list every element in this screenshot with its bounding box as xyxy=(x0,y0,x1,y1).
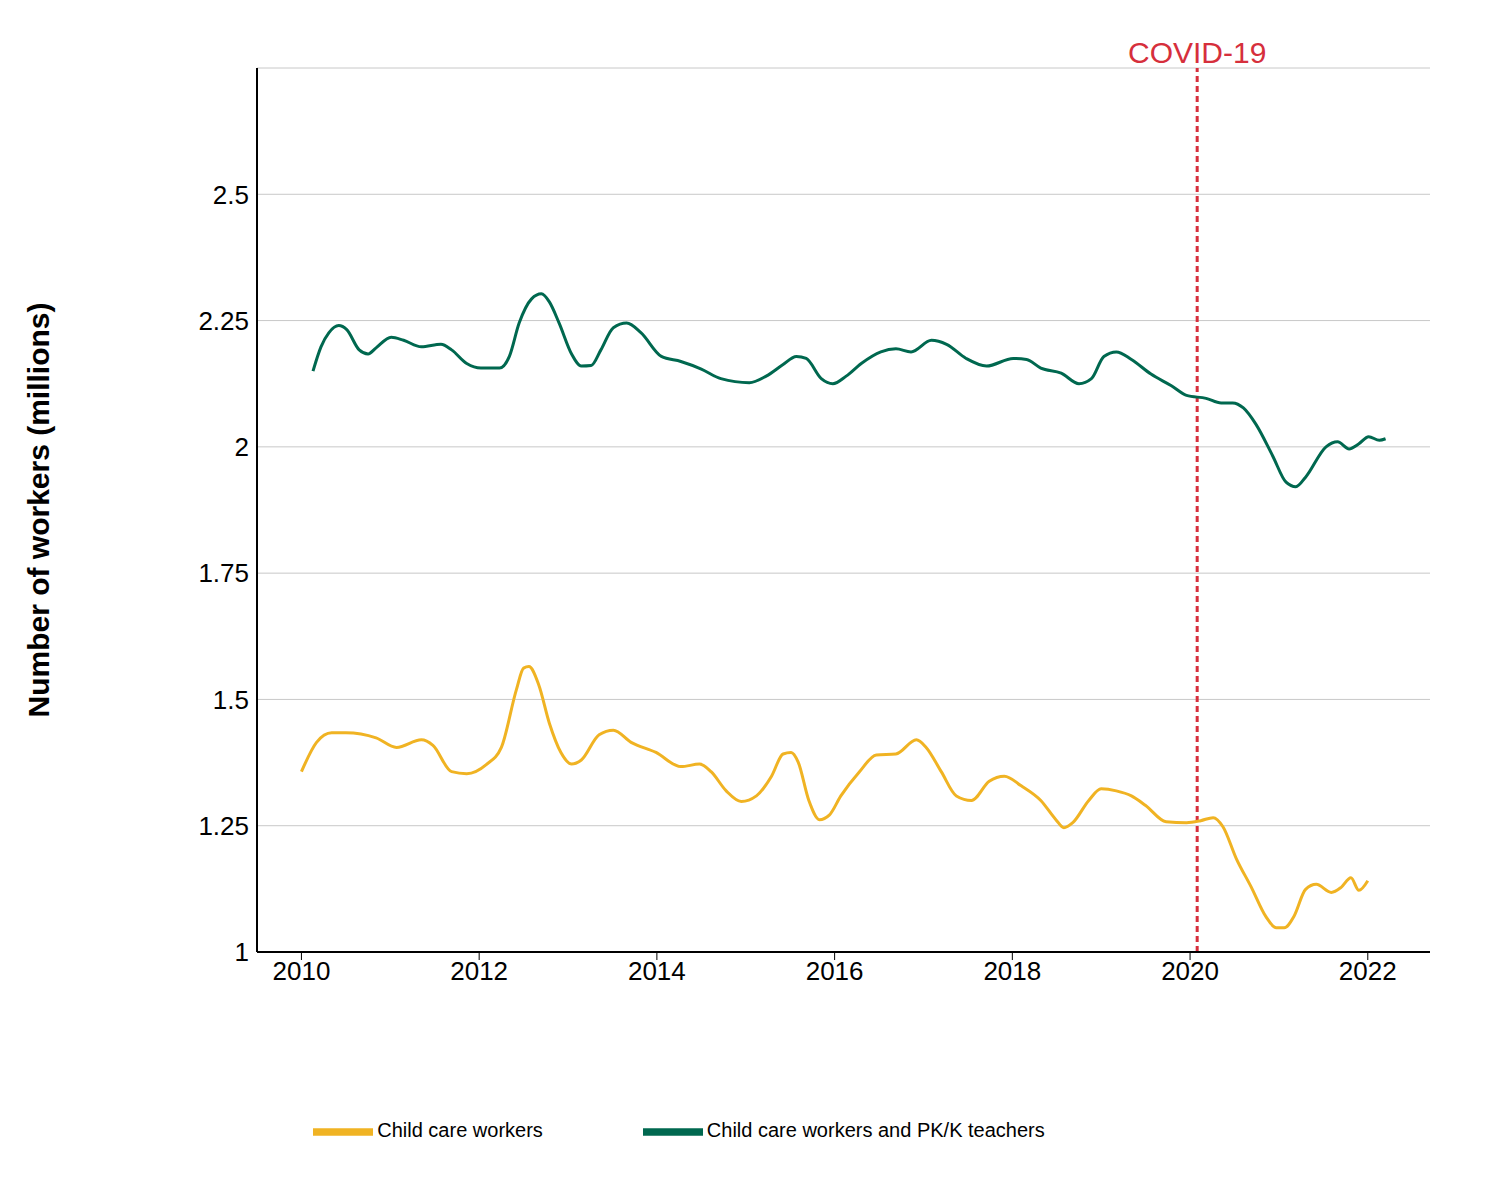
svg-text:2018: 2018 xyxy=(983,956,1041,986)
svg-text:2: 2 xyxy=(235,432,249,462)
svg-text:2014: 2014 xyxy=(628,956,686,986)
svg-text:2.25: 2.25 xyxy=(198,306,249,336)
svg-text:1.5: 1.5 xyxy=(213,685,249,715)
svg-text:2.5: 2.5 xyxy=(213,180,249,210)
svg-text:2020: 2020 xyxy=(1161,956,1219,986)
html-text:Child care workers: Child care workers xyxy=(377,1119,543,1142)
svg-text:2022: 2022 xyxy=(1339,956,1397,986)
svg-text:2016: 2016 xyxy=(806,956,864,986)
svg-text:2010: 2010 xyxy=(273,956,331,986)
svg-text:1: 1 xyxy=(235,937,249,967)
svg-text:1.25: 1.25 xyxy=(198,811,249,841)
svg-text:2012: 2012 xyxy=(450,956,508,986)
html-text:Child care workers and PK/K te: Child care workers and PK/K teachers xyxy=(706,1119,1045,1142)
svg-text:1.75: 1.75 xyxy=(198,558,249,588)
svg-text:Number of workers (millions): Number of workers (millions) xyxy=(22,302,55,717)
svg-text:COVID-19: COVID-19 xyxy=(1128,36,1266,69)
